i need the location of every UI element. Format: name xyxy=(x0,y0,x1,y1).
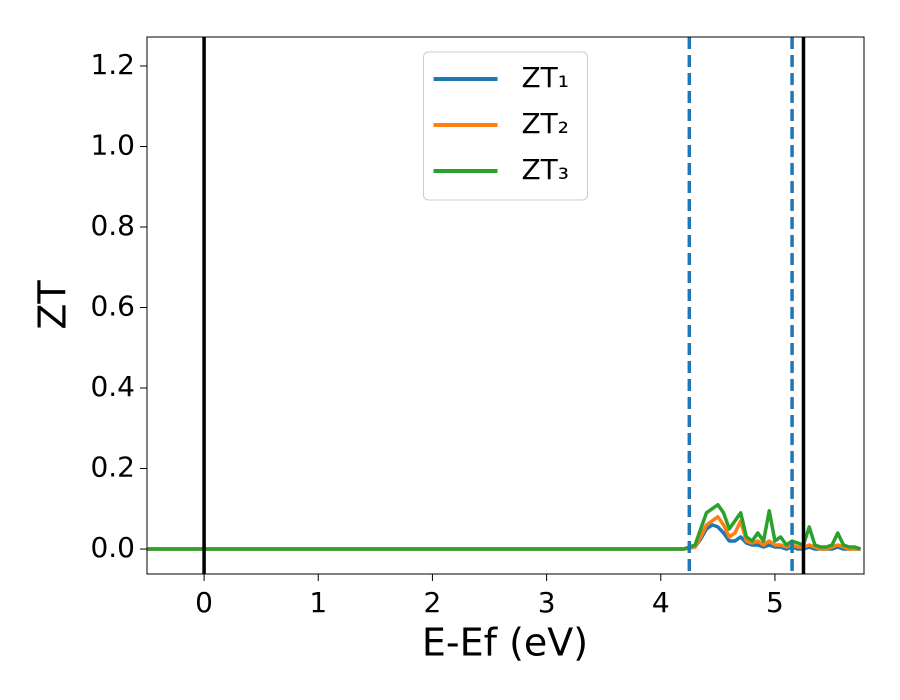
x-axis-label: E-Ef (eV) xyxy=(422,621,588,665)
plot-frame xyxy=(146,36,865,575)
line-series xyxy=(147,503,862,551)
legend-label: ZT₁ xyxy=(522,61,570,94)
line-series xyxy=(147,515,861,551)
x-tick-label: 2 xyxy=(424,586,442,619)
x-tick-label: 1 xyxy=(309,586,327,619)
legend-box xyxy=(423,51,588,201)
y-tick-label: 1.2 xyxy=(90,48,135,81)
y-tick-label: 1.0 xyxy=(90,128,135,161)
legend-label: ZT₂ xyxy=(522,107,570,140)
plot-area xyxy=(147,503,862,551)
x-tick-label: 3 xyxy=(538,586,556,619)
x-tick-label: 0 xyxy=(195,586,213,619)
y-tick-label: 0.4 xyxy=(90,370,135,403)
y-axis-label: ZT xyxy=(31,280,75,330)
y-tick-label: 0.6 xyxy=(90,290,135,323)
y-tick-label: 0.2 xyxy=(90,451,135,484)
x-tick-label: 4 xyxy=(652,586,670,619)
y-tick-label: 0.8 xyxy=(90,209,135,242)
x-tick-label: 5 xyxy=(766,586,784,619)
y-tick-label: 0.0 xyxy=(90,531,135,564)
legend-label: ZT₃ xyxy=(522,153,570,186)
